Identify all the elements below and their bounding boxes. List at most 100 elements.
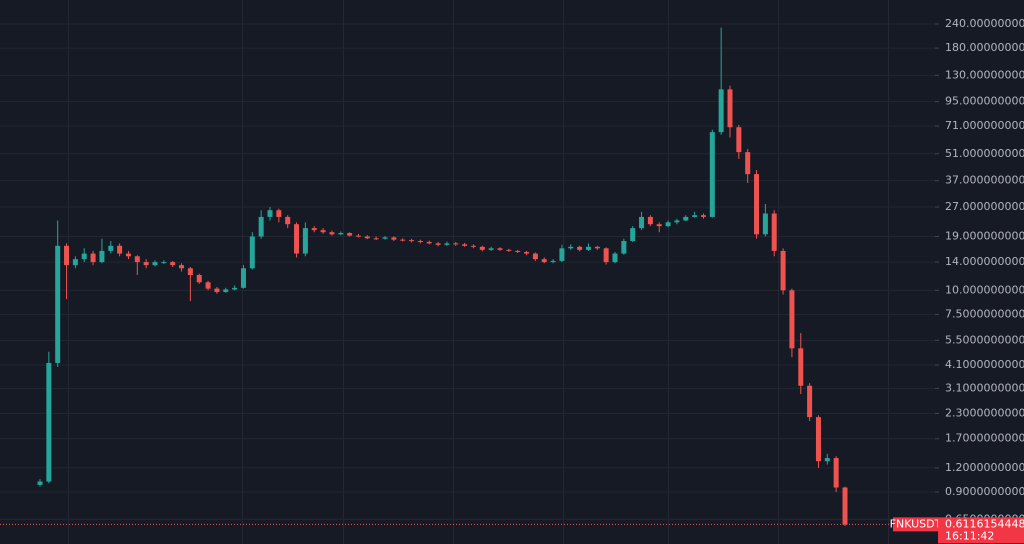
candle-body — [391, 237, 397, 240]
candle-body — [223, 289, 229, 292]
y-tick-label: 95.0000000000 — [945, 95, 1024, 108]
candle-body — [108, 245, 114, 251]
candle-body — [55, 245, 61, 363]
candle-body — [355, 235, 361, 237]
candle-body — [497, 248, 503, 250]
candle-body — [72, 259, 78, 266]
candle-body — [824, 458, 830, 462]
candle-body — [736, 127, 742, 153]
y-tick-label: 180.0000000000 — [945, 41, 1024, 54]
countdown-label: 16:11:42 — [945, 529, 994, 542]
candle-body — [444, 243, 450, 245]
candle-body — [179, 265, 185, 269]
y-tick-label: 240.0000000000 — [945, 17, 1024, 30]
candle-body — [470, 245, 476, 247]
y-tick-label: 37.0000000000 — [945, 174, 1024, 187]
candle-body — [612, 253, 618, 263]
candle-body — [117, 245, 123, 254]
symbol-label: FNKUSDT — [890, 517, 942, 530]
candle-body — [842, 487, 848, 525]
candle-body — [417, 241, 423, 243]
candle-body — [639, 216, 645, 229]
candle-body — [125, 253, 131, 257]
candle-body — [656, 224, 662, 227]
candle-body — [258, 216, 264, 237]
time-grid — [68, 0, 889, 544]
candle-body — [754, 174, 760, 235]
candle-body — [692, 215, 698, 217]
candle-body — [161, 262, 167, 264]
candle-body — [550, 260, 556, 263]
candle-body — [603, 248, 609, 263]
candle-body — [205, 282, 211, 289]
candle-body — [479, 246, 485, 250]
candle-body — [409, 240, 415, 242]
price-grid — [0, 23, 935, 520]
candle-body — [90, 253, 96, 263]
y-tick-label: 10.0000000000 — [945, 283, 1024, 296]
y-tick-label: 71.0000000000 — [945, 119, 1024, 132]
candle-body — [683, 216, 689, 221]
candle-body — [187, 268, 193, 275]
candle-body — [789, 290, 795, 349]
candle-body — [426, 241, 432, 244]
candle-body — [170, 262, 176, 266]
candle-body — [762, 213, 768, 235]
candle-body — [815, 417, 821, 462]
candle-body — [745, 152, 751, 175]
candle-body — [568, 246, 574, 249]
candle-body — [807, 385, 813, 418]
candle-body — [240, 268, 246, 288]
candle-body — [727, 89, 733, 128]
candle-body — [771, 213, 777, 251]
candle-body — [311, 228, 317, 231]
y-tick-label: 3.1000000000 — [945, 381, 1024, 394]
candle-body — [532, 253, 538, 260]
candle-body — [488, 248, 494, 250]
candle-body — [99, 250, 105, 263]
candle-body — [559, 248, 565, 261]
last-price-label: 0.6116154448 — [945, 517, 1024, 530]
candle-body — [81, 253, 87, 260]
price-axis: 240.0000000000 180.0000000000 130.00000000… — [935, 0, 1024, 544]
price-box — [938, 517, 1024, 544]
y-tick-label: 51.0000000000 — [945, 147, 1024, 160]
y-tick-label: 1.7000000000 — [945, 432, 1024, 445]
candle-body — [594, 246, 600, 249]
y-tick-label: 27.0000000000 — [945, 200, 1024, 213]
candle-body — [798, 348, 804, 386]
candle-body — [143, 262, 149, 266]
candle-body — [347, 233, 353, 236]
y-tick-label: 5.5000000000 — [945, 333, 1024, 346]
candle-body — [400, 239, 406, 241]
candle-body — [709, 132, 715, 217]
y-tick-label: 14.0000000000 — [945, 255, 1024, 268]
candles — [37, 27, 848, 526]
candle-body — [364, 236, 370, 239]
candle-body — [577, 246, 583, 250]
candle-body — [621, 241, 627, 254]
candle-body — [267, 210, 273, 217]
candle-body — [302, 228, 308, 254]
candle-body — [232, 287, 238, 290]
candle-body — [435, 243, 441, 245]
candle-body — [64, 245, 70, 266]
candle-body — [196, 274, 202, 283]
candle-body — [833, 458, 839, 488]
candle-body — [453, 243, 459, 245]
y-tick-label: 130.0000000000 — [945, 68, 1024, 81]
y-tick-label: 1.2000000000 — [945, 461, 1024, 474]
y-tick-label: 0.9000000000 — [945, 485, 1024, 498]
candle-body — [320, 230, 326, 233]
candle-body — [665, 222, 671, 227]
candle-body — [780, 250, 786, 291]
candle-body — [249, 236, 255, 269]
y-tick-label: 7.5000000000 — [945, 307, 1024, 320]
candle-body — [541, 259, 547, 263]
candle-body — [285, 216, 291, 225]
candle-body — [46, 362, 52, 482]
